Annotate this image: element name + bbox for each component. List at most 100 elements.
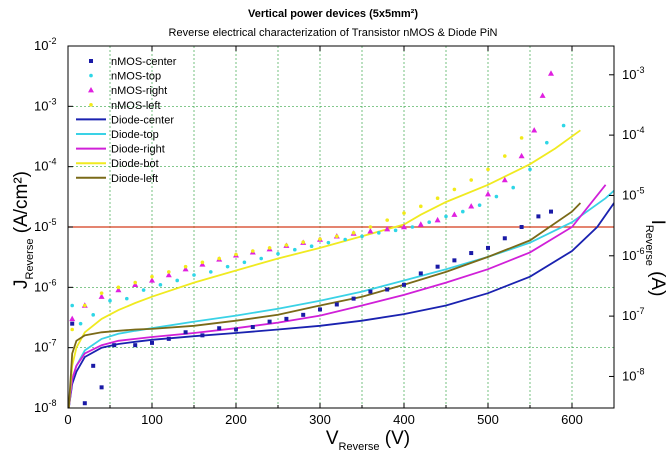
legend-label: Diode-top xyxy=(111,129,159,141)
data-point xyxy=(234,252,238,257)
data-point xyxy=(158,283,163,287)
x-axis-label: VReverse (V) xyxy=(326,428,410,453)
data-point xyxy=(419,204,423,209)
data-point xyxy=(200,260,205,265)
plot-area xyxy=(68,70,614,408)
data-point xyxy=(519,225,524,229)
data-point xyxy=(108,298,112,303)
data-point xyxy=(519,136,524,140)
data-point xyxy=(70,321,75,326)
data-point xyxy=(166,336,171,341)
data-point xyxy=(435,264,440,269)
data-point xyxy=(518,152,525,159)
data-point xyxy=(98,293,105,299)
data-point xyxy=(234,327,238,332)
data-point xyxy=(434,216,441,223)
y-right-tick-label: 10-7 xyxy=(622,306,644,323)
data-point xyxy=(259,256,264,261)
data-point xyxy=(125,296,129,301)
data-point xyxy=(318,237,322,241)
series-diode-bot xyxy=(68,129,581,408)
chart-title: Vertical power devices (5x5mm²) xyxy=(248,8,418,20)
y-left-tick-label: 10-8 xyxy=(34,398,56,415)
y-left-tick-label: 10-2 xyxy=(34,36,56,53)
y-left-tick-label: 10-7 xyxy=(34,338,56,355)
data-point xyxy=(69,315,76,322)
data-point xyxy=(368,289,373,294)
data-point xyxy=(150,274,154,279)
y-left-tick-label: 10-4 xyxy=(34,157,56,174)
data-point xyxy=(468,203,475,209)
data-point xyxy=(539,92,546,98)
data-point xyxy=(377,231,381,235)
data-point xyxy=(469,251,474,256)
data-point xyxy=(511,185,515,190)
data-point xyxy=(452,258,457,263)
y-axis-left: 10-8 10-7 10-6 10-5 10-4 10-3 10-2 xyxy=(34,36,73,415)
data-point xyxy=(503,154,507,158)
data-point xyxy=(70,303,74,308)
data-point xyxy=(133,343,138,348)
data-point xyxy=(83,303,87,308)
data-point xyxy=(548,70,554,76)
series-line xyxy=(68,190,614,408)
data-point xyxy=(444,214,448,219)
series-line xyxy=(68,129,581,408)
data-point xyxy=(217,326,222,331)
data-point xyxy=(112,343,117,348)
data-point xyxy=(116,285,121,290)
y-axis-left-label: JReverse (A/cm²) xyxy=(11,171,36,289)
y-left-tick-label: 10-3 xyxy=(34,96,56,113)
data-point xyxy=(78,321,83,326)
data-point xyxy=(284,243,289,247)
y-right-tick-label: 10-4 xyxy=(622,125,644,142)
data-point xyxy=(293,247,297,252)
legend-label: nMOS-top xyxy=(111,71,161,83)
data-point xyxy=(183,264,188,269)
data-point xyxy=(536,214,541,219)
legend-label: Diode-bot xyxy=(111,158,159,170)
data-point xyxy=(427,220,432,225)
data-point xyxy=(133,280,137,285)
data-point xyxy=(318,307,322,312)
x-tick-label: 0 xyxy=(64,412,71,427)
legend-swatch xyxy=(89,103,93,107)
data-point xyxy=(242,260,247,265)
data-point xyxy=(385,218,390,222)
data-point xyxy=(200,333,205,338)
data-point xyxy=(393,228,398,233)
data-point xyxy=(251,249,255,253)
x-tick-label: 500 xyxy=(477,412,499,427)
data-point xyxy=(167,270,171,274)
data-point xyxy=(494,194,499,199)
data-point xyxy=(531,127,538,133)
data-point xyxy=(452,187,457,192)
data-point xyxy=(326,240,331,245)
data-point xyxy=(217,256,221,261)
x-axis: 0 100 200 300 400 500 600 xyxy=(64,46,583,427)
series-diode-top xyxy=(68,190,614,408)
data-point xyxy=(360,234,364,239)
legend-swatch xyxy=(89,59,93,63)
series-nmos-top xyxy=(70,123,566,326)
series-line xyxy=(68,202,582,408)
data-point xyxy=(192,273,196,277)
data-point xyxy=(301,312,306,317)
data-point xyxy=(82,401,87,406)
legend-swatch xyxy=(88,87,94,93)
data-point xyxy=(209,270,213,274)
data-point xyxy=(149,277,155,283)
data-point xyxy=(368,225,373,229)
legend-swatch xyxy=(89,73,93,78)
series-nmos-left xyxy=(70,136,524,332)
data-point xyxy=(276,251,280,256)
x-tick-label: 100 xyxy=(141,412,163,427)
data-point xyxy=(335,234,339,239)
data-point xyxy=(141,288,146,292)
data-point xyxy=(545,140,549,145)
data-point xyxy=(461,209,465,214)
y-axis-right: 10-8 10-7 10-6 10-5 10-4 10-3 xyxy=(609,65,644,383)
data-point xyxy=(451,211,458,217)
x-tick-label: 300 xyxy=(309,412,331,427)
data-point xyxy=(367,228,374,234)
